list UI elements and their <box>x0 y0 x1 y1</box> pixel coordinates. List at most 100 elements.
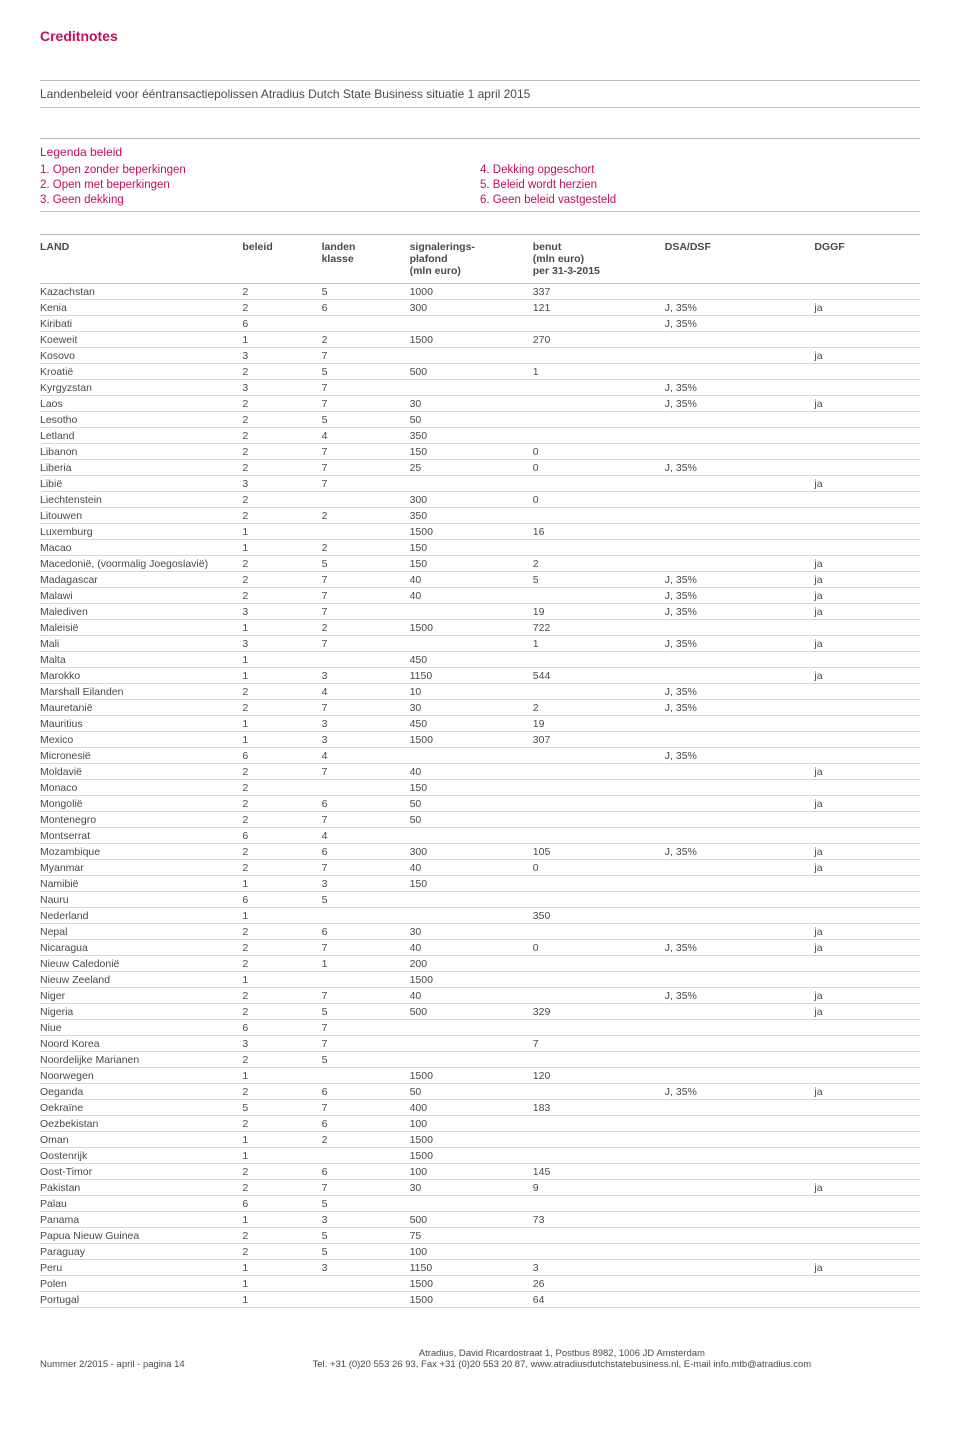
table-cell <box>410 348 533 364</box>
table-row: Myanmar27400ja <box>40 860 920 876</box>
footer-address: Atradius, David Ricardostraat 1, Postbus… <box>205 1348 919 1370</box>
table-cell <box>533 1052 665 1068</box>
table-cell <box>814 892 920 908</box>
table-cell: 2 <box>242 860 321 876</box>
table-cell: 30 <box>410 396 533 412</box>
table-cell: Noorwegen <box>40 1068 242 1084</box>
table-cell <box>814 1196 920 1212</box>
table-cell: 6 <box>322 924 410 940</box>
table-cell <box>665 332 815 348</box>
table-cell <box>410 1020 533 1036</box>
table-cell: Malediven <box>40 604 242 620</box>
table-cell <box>665 1116 815 1132</box>
table-row: Malediven3719J, 35%ja <box>40 604 920 620</box>
table-cell: Micronesië <box>40 748 242 764</box>
table-cell: 2 <box>242 412 321 428</box>
table-cell: Portugal <box>40 1292 242 1308</box>
table-row: Madagascar27405J, 35%ja <box>40 572 920 588</box>
table-cell: 7 <box>322 764 410 780</box>
table-cell: ja <box>814 588 920 604</box>
table-cell <box>410 476 533 492</box>
table-cell <box>533 924 665 940</box>
table-cell <box>665 556 815 572</box>
table-row: Laos2730J, 35%ja <box>40 396 920 412</box>
table-cell <box>533 1132 665 1148</box>
table-cell: Polen <box>40 1276 242 1292</box>
table-cell: 1500 <box>410 1292 533 1308</box>
table-cell <box>410 748 533 764</box>
table-cell <box>665 1100 815 1116</box>
table-cell: 1 <box>242 1148 321 1164</box>
table-cell: Maleisië <box>40 620 242 636</box>
table-cell: 3 <box>322 1260 410 1276</box>
table-cell: 1 <box>242 332 321 348</box>
table-cell <box>814 316 920 332</box>
table-cell: 7 <box>322 1180 410 1196</box>
table-cell: 1500 <box>410 1148 533 1164</box>
table-cell: 1 <box>533 364 665 380</box>
table-cell: Lesotho <box>40 412 242 428</box>
table-cell <box>665 892 815 908</box>
table-row: Montserrat64 <box>40 828 920 844</box>
table-cell <box>814 380 920 396</box>
table-cell: Palau <box>40 1196 242 1212</box>
table-cell <box>533 892 665 908</box>
table-cell: 120 <box>533 1068 665 1084</box>
table-row: Mauritius1345019 <box>40 716 920 732</box>
table-cell <box>814 1020 920 1036</box>
table-header: DGGF <box>814 235 920 284</box>
table-cell <box>533 828 665 844</box>
table-cell <box>322 1292 410 1308</box>
table-cell <box>665 1068 815 1084</box>
table-cell: ja <box>814 668 920 684</box>
table-cell <box>533 876 665 892</box>
table-cell: 3 <box>242 604 321 620</box>
table-cell: 150 <box>410 540 533 556</box>
table-row: Malta1450 <box>40 652 920 668</box>
table-cell: 7 <box>322 812 410 828</box>
table-cell: 7 <box>322 348 410 364</box>
table-row: Noorwegen11500120 <box>40 1068 920 1084</box>
table-cell: ja <box>814 796 920 812</box>
table-cell: 16 <box>533 524 665 540</box>
table-cell: 1500 <box>410 524 533 540</box>
table-cell <box>665 1260 815 1276</box>
table-cell <box>814 908 920 924</box>
table-cell <box>814 364 920 380</box>
table-cell <box>533 380 665 396</box>
table-cell: 2 <box>242 1052 321 1068</box>
table-cell: Nauru <box>40 892 242 908</box>
table-cell: 100 <box>410 1116 533 1132</box>
table-cell: 2 <box>242 780 321 796</box>
table-cell: 2 <box>242 444 321 460</box>
table-cell: J, 35% <box>665 844 815 860</box>
table-cell: 722 <box>533 620 665 636</box>
table-cell: 7 <box>322 476 410 492</box>
table-cell <box>814 332 920 348</box>
table-cell <box>410 1052 533 1068</box>
table-cell: 40 <box>410 572 533 588</box>
table-cell: Kroatië <box>40 364 242 380</box>
table-cell <box>665 284 815 300</box>
table-cell <box>533 1244 665 1260</box>
table-cell: 500 <box>410 1212 533 1228</box>
table-cell: 1500 <box>410 1132 533 1148</box>
table-cell: J, 35% <box>665 380 815 396</box>
table-cell <box>814 620 920 636</box>
table-cell <box>665 508 815 524</box>
table-cell <box>665 1164 815 1180</box>
table-cell <box>533 540 665 556</box>
table-cell: 3 <box>242 348 321 364</box>
table-cell: ja <box>814 1180 920 1196</box>
table-cell: 5 <box>322 364 410 380</box>
table-cell: 6 <box>322 1084 410 1100</box>
table-cell: 7 <box>322 572 410 588</box>
table-cell <box>410 316 533 332</box>
table-cell: ja <box>814 764 920 780</box>
table-cell: 7 <box>322 604 410 620</box>
table-cell: Macedonië, (voormalig Joegoslavië) <box>40 556 242 572</box>
table-cell <box>322 972 410 988</box>
table-header: signalerings-plafond(mln euro) <box>410 235 533 284</box>
table-cell: 6 <box>322 1164 410 1180</box>
table-row: Oezbekistan26100 <box>40 1116 920 1132</box>
